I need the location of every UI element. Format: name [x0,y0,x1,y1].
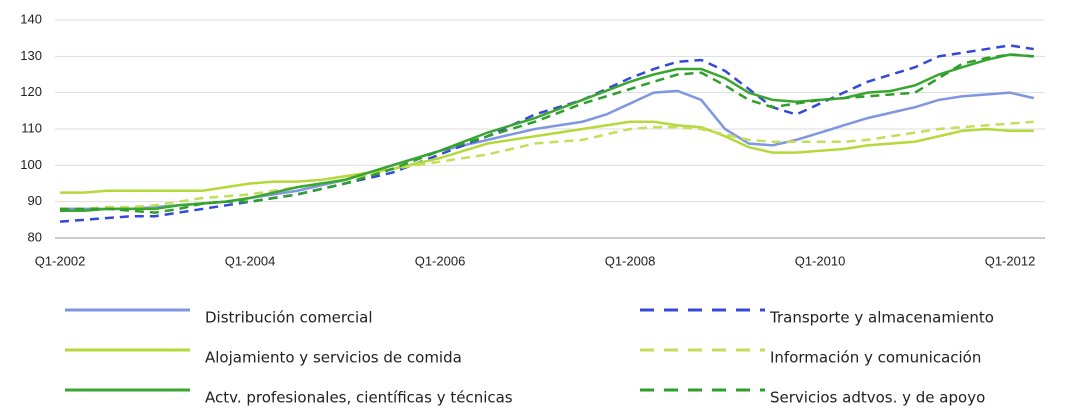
legend-label: Distribución comercial [205,309,373,327]
x-tick-label: Q1-2004 [225,253,276,268]
legend-label: Servicios adtvos. y de apoyo [770,389,985,407]
y-tick-label: 100 [20,157,42,172]
legend-label: Actv. profesionales, científicas y técni… [205,389,513,407]
series-line [59,44,1034,223]
y-tick-label: 140 [20,11,42,26]
x-tick-label: Q1-2008 [605,253,656,268]
y-tick-label: 90 [28,193,42,208]
y-tick-label: 120 [20,84,42,99]
y-tick-label: 80 [28,229,42,244]
series-line [60,53,1034,214]
x-tick-label: Q1-2010 [795,253,846,268]
x-tick-label: Q1-2002 [35,253,86,268]
y-tick-label: 110 [21,120,42,135]
y-tick-label: 130 [20,48,42,63]
x-tick-label: Q1-2006 [415,253,466,268]
legend-label: Transporte y almacenamiento [769,309,994,327]
legend-label: Alojamiento y servicios de comida [205,349,462,367]
x-tick-label: Q1-2012 [985,253,1036,268]
series-line [60,53,1034,212]
series-line [60,120,1034,194]
legend-label: Información y comunicación [770,349,981,367]
